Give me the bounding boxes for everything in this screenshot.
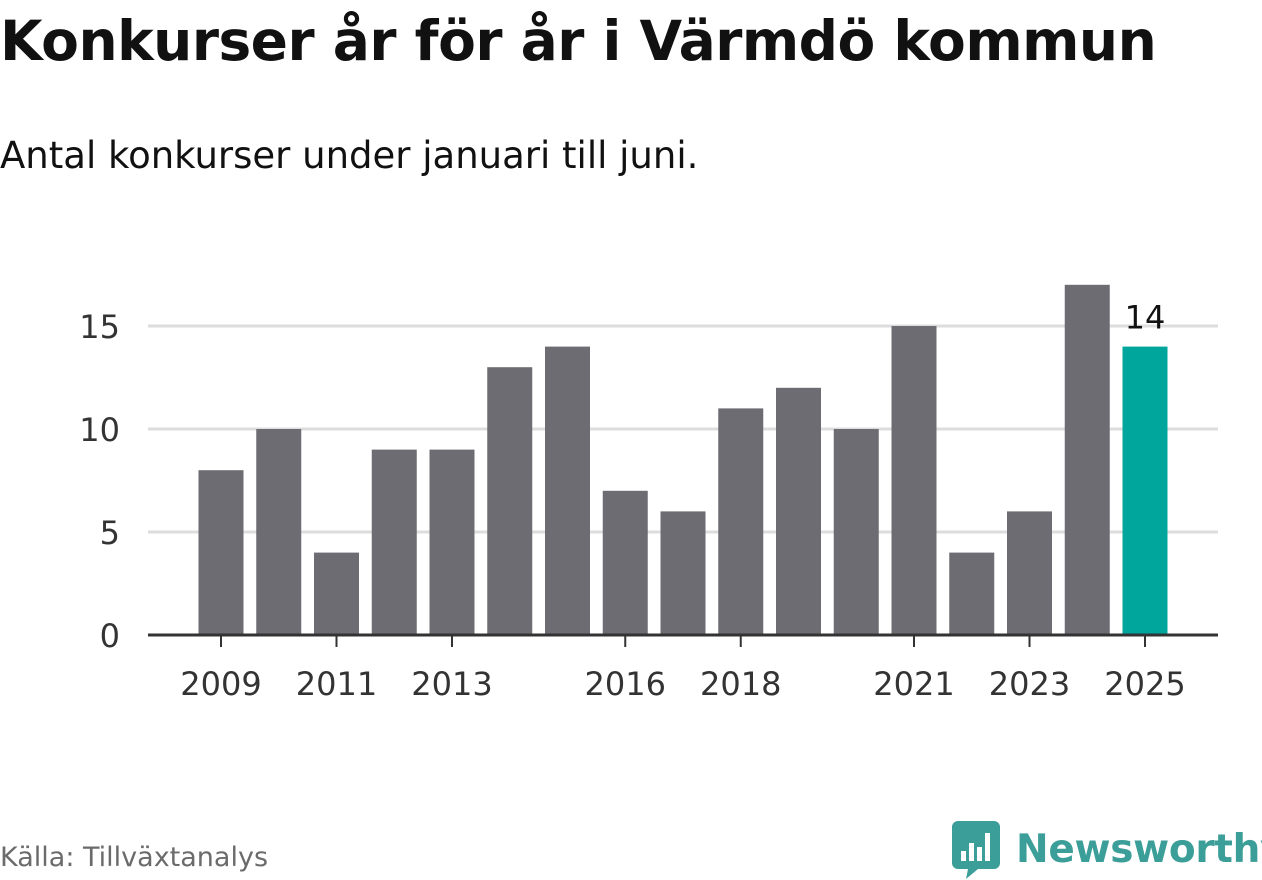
data-label-2025: 14 [1125, 299, 1166, 337]
chart-title: Konkurser år för år i Värmdö kommun [0, 9, 1157, 73]
bars [198, 284, 1168, 635]
newsworthy-bar-chart-logo-icon [952, 821, 1000, 879]
y-tick-label-15: 15 [79, 308, 120, 346]
brand-logo: Newsworthy [952, 820, 1262, 880]
bar-2017 [660, 511, 706, 635]
y-tick-label-5: 5 [100, 514, 120, 552]
brand-name: Newsworthy [1016, 827, 1262, 872]
bar-2020 [833, 429, 879, 635]
x-tick-label-2021: 2021 [873, 665, 954, 703]
y-tick-label-0: 0 [100, 617, 120, 655]
x-tick-label-2025: 2025 [1104, 665, 1185, 703]
bar-2010 [256, 429, 302, 635]
bar-2022 [949, 552, 995, 635]
y-tick-labels: 0 5 10 15 [79, 308, 120, 655]
chart-subtitle: Antal konkurser under januari till juni. [0, 134, 699, 177]
bar-2024 [1064, 284, 1110, 635]
x-tick-label-2013: 2013 [411, 665, 492, 703]
bar-2014 [487, 367, 533, 635]
x-tick-label-2018: 2018 [700, 665, 781, 703]
bar-2013 [429, 449, 475, 635]
bar-2018 [718, 408, 764, 635]
bar-2021 [891, 326, 937, 635]
bar-2025 [1122, 346, 1168, 635]
x-tick-label-2011: 2011 [296, 665, 377, 703]
x-tick-label-2016: 2016 [585, 665, 666, 703]
x-axis [148, 633, 1218, 647]
bar-2012 [371, 449, 417, 635]
bar-2016 [602, 490, 648, 635]
bar-2019 [776, 387, 821, 635]
bar-2023 [1007, 511, 1052, 635]
data-labels: 14 [1125, 299, 1166, 337]
bar-2011 [314, 552, 359, 635]
grid-lines [148, 324, 1218, 534]
bar-2015 [545, 346, 590, 635]
x-tick-label-2009: 2009 [180, 665, 261, 703]
y-tick-label-10: 10 [79, 411, 120, 449]
x-tick-label-2023: 2023 [989, 665, 1070, 703]
source-note: Källa: Tillväxtanalys [0, 842, 269, 873]
bar-2009 [198, 470, 244, 635]
x-tick-labels: 2009 2011 2013 2016 2018 2021 2023 2025 [180, 665, 1185, 703]
